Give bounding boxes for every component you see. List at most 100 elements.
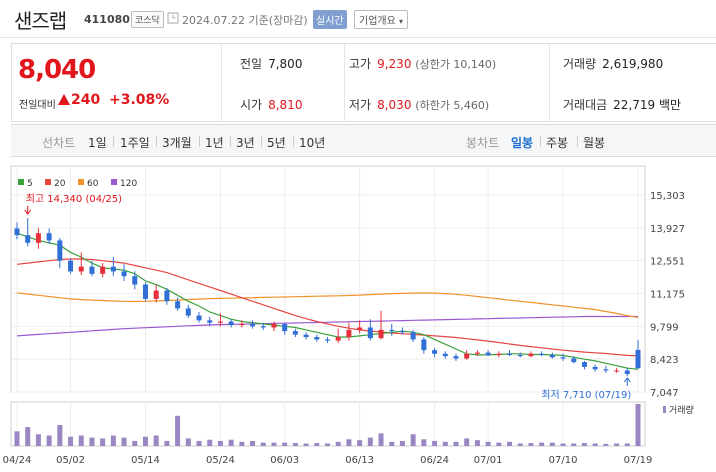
candle-body xyxy=(453,356,459,359)
volume-bar xyxy=(46,435,52,446)
volume-bar xyxy=(453,441,459,446)
amount-label: 거래대금 xyxy=(563,98,608,112)
volume-bar xyxy=(432,440,438,446)
volume-bar xyxy=(110,435,116,446)
divider xyxy=(549,44,550,121)
period-1y[interactable]: 1년 xyxy=(205,136,224,150)
candle-body xyxy=(110,266,116,272)
volume-bar xyxy=(335,441,341,446)
volume-panel-frame xyxy=(10,401,646,447)
volume-bar xyxy=(78,435,84,446)
period-1w[interactable]: 1주일 xyxy=(120,136,150,150)
candle-body xyxy=(560,357,566,359)
candle-body xyxy=(303,334,309,338)
realtime-button[interactable]: 실시간 xyxy=(313,10,347,29)
legend-label: 5 xyxy=(27,179,33,189)
period-daily[interactable]: 일봉 xyxy=(511,136,534,150)
period-weekly[interactable]: 주봉 xyxy=(546,136,569,150)
x-tick-label: 06/03 xyxy=(270,455,299,466)
period-5y[interactable]: 5년 xyxy=(267,136,286,150)
market-badge: 코스닥 xyxy=(131,11,164,28)
candle-body xyxy=(485,352,491,355)
candle-body xyxy=(410,332,416,340)
y-tick-label: 11,175 xyxy=(650,290,685,301)
candle-body xyxy=(35,233,41,243)
volume-bar xyxy=(442,441,448,446)
line-chart-label: 선차트 xyxy=(42,136,76,150)
candle-body xyxy=(464,353,470,359)
volume-bar xyxy=(410,434,416,446)
period-3y[interactable]: 3년 xyxy=(236,136,255,150)
candle-body xyxy=(228,321,234,326)
candle-body xyxy=(132,276,138,285)
volume-bar xyxy=(271,442,277,446)
divider xyxy=(293,136,294,147)
company-info-label: 기업개요 xyxy=(359,16,396,27)
stock-header: 샌즈랩 411080 코스닥 2024.07.22 기준(장마감) 실시간 기업… xyxy=(0,0,716,38)
clock-icon xyxy=(167,12,179,24)
base-date: 2024.07.22 기준(장마감) xyxy=(182,14,308,27)
volume-bar xyxy=(228,439,234,446)
volume-bars: 거래량 xyxy=(14,404,694,446)
ma60-line xyxy=(16,292,639,319)
high-value: 9,230 xyxy=(377,57,412,71)
moving-average-lines xyxy=(16,232,639,370)
candle-body xyxy=(271,323,277,328)
current-price: 8,040 xyxy=(18,55,96,85)
y-tick-label: 13,927 xyxy=(650,224,685,235)
candle-body xyxy=(346,329,352,338)
volume-bar xyxy=(346,439,352,446)
volume-bar xyxy=(292,443,298,446)
volume-bar xyxy=(560,443,566,446)
volume-bar xyxy=(539,442,545,446)
candle-body xyxy=(432,350,438,354)
ma20-line xyxy=(16,258,639,357)
company-info-button[interactable]: 기업개요 ▾ xyxy=(354,10,409,29)
period-10y[interactable]: 10년 xyxy=(299,136,326,150)
volume-bar xyxy=(314,443,320,446)
current-price-panel: 8,040 전일대비 240 +3.08% xyxy=(12,44,222,121)
candle-body xyxy=(46,233,52,241)
change-amount: 240 xyxy=(71,92,101,108)
candle-body xyxy=(25,235,31,243)
change-percent: +3.08% xyxy=(109,92,170,108)
candle-body xyxy=(282,323,288,332)
volume-bar xyxy=(549,442,555,446)
candle-body xyxy=(442,353,448,357)
low-value: 8,030 xyxy=(377,98,412,112)
low-arrow-head xyxy=(623,377,631,383)
volume-bar xyxy=(100,438,106,446)
volume-bar xyxy=(142,436,148,446)
volume-bar xyxy=(399,440,405,446)
volume-legend-label: 거래량 xyxy=(669,404,694,416)
chart-legend: 5 20 60 120 xyxy=(18,179,137,189)
candle-body xyxy=(389,329,395,332)
candle-body xyxy=(164,290,170,302)
candle-body xyxy=(260,326,266,328)
candle-body xyxy=(496,353,502,355)
candle-body xyxy=(175,301,181,309)
candle-body xyxy=(592,366,598,370)
volume-label: 거래량 xyxy=(563,57,597,71)
candle-body xyxy=(185,308,191,316)
volume-bar xyxy=(35,434,41,446)
stock-code: 411080 xyxy=(84,13,130,26)
volume-bar xyxy=(57,425,63,446)
candle-body xyxy=(571,358,577,363)
period-monthly[interactable]: 월봉 xyxy=(583,136,606,150)
amount-stat: 거래대금 22,719 백만 xyxy=(563,96,681,113)
open-price: 시가 8,810 xyxy=(240,96,302,113)
volume-stat: 거래량 2,619,980 xyxy=(563,55,663,72)
volume-bar xyxy=(282,442,288,446)
period-1d[interactable]: 1일 xyxy=(88,136,107,150)
period-3m[interactable]: 3개월 xyxy=(162,136,192,150)
price-chart[interactable]: 5 20 60 120 최고 14,340 (04/25) 최저 7,710 (07/1… xyxy=(0,157,716,472)
x-tick-label: 06/24 xyxy=(420,455,449,466)
candle-body xyxy=(357,327,363,330)
open-value: 8,810 xyxy=(268,98,303,112)
low-price: 저가 8,030 (하한가 5,460) xyxy=(349,96,489,113)
volume-bar xyxy=(592,443,598,446)
candle-body xyxy=(549,354,555,358)
volume-bar xyxy=(303,443,309,446)
x-axis-labels: 04/24 05/02 05/14 05/24 06/03 06/13 06/24 07/01… xyxy=(3,455,653,466)
